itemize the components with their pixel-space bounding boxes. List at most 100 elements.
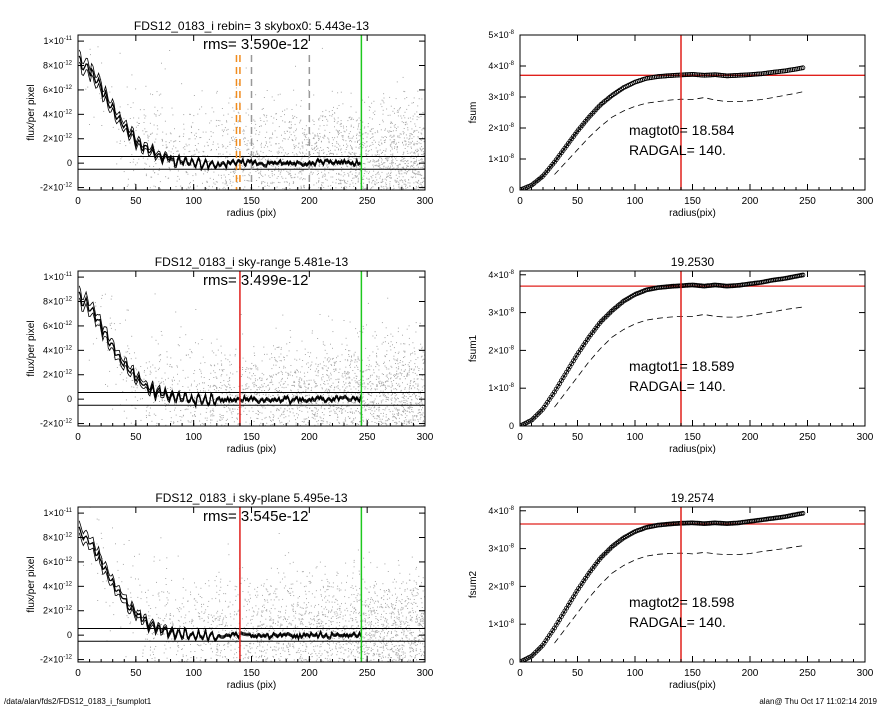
pixel-point xyxy=(352,118,354,120)
pixel-point xyxy=(209,438,210,439)
pixel-point xyxy=(404,351,406,353)
pixel-point xyxy=(365,370,367,372)
pixel-point xyxy=(399,360,401,361)
pixel-point xyxy=(392,230,393,231)
pixel-point xyxy=(218,125,220,126)
pixel-point xyxy=(215,437,216,438)
pixel-point xyxy=(300,171,302,173)
pixel-point xyxy=(262,393,264,395)
pixel-point xyxy=(384,385,386,387)
pixel-point xyxy=(389,360,390,362)
growth-point xyxy=(755,71,761,77)
pixel-point xyxy=(413,161,415,163)
pixel-point xyxy=(300,177,302,179)
pixel-point xyxy=(368,150,370,152)
pixel-point xyxy=(331,385,333,386)
pixel-point xyxy=(367,383,368,385)
pixel-point xyxy=(413,172,415,174)
pixel-point xyxy=(357,386,359,388)
pixel-point xyxy=(336,136,338,138)
pixel-point xyxy=(351,213,352,214)
pixel-point xyxy=(342,125,344,127)
pixel-point xyxy=(226,121,228,123)
pixel-point xyxy=(165,153,167,155)
pixel-point xyxy=(234,396,236,398)
x-tick-label: 50 xyxy=(130,196,142,207)
pixel-point xyxy=(127,104,129,106)
pixel-point xyxy=(395,367,397,369)
pixel-point xyxy=(395,158,397,160)
pixel-point xyxy=(420,184,422,186)
pixel-point xyxy=(422,368,424,370)
pixel-point xyxy=(404,343,406,345)
pixel-point xyxy=(233,129,235,131)
pixel-point xyxy=(302,162,304,164)
pixel-point xyxy=(142,157,144,159)
pixel-point xyxy=(368,409,370,410)
growth-point xyxy=(745,72,751,78)
pixel-point xyxy=(335,392,337,394)
pixel-point xyxy=(145,389,147,391)
pixel-point xyxy=(411,462,412,463)
x-tick-label: 0 xyxy=(517,196,523,207)
pixel-point xyxy=(165,404,167,406)
pixel-point xyxy=(413,97,415,99)
pixel-point xyxy=(391,141,393,143)
pixel-point xyxy=(297,213,298,214)
pixel-point xyxy=(209,218,210,219)
pixel-point xyxy=(374,183,376,185)
growth-point xyxy=(659,73,664,79)
pixel-point xyxy=(245,384,247,386)
pixel-point xyxy=(177,383,179,385)
pixel-point xyxy=(368,193,369,194)
pixel-point xyxy=(386,175,388,177)
pixel-point xyxy=(421,430,422,431)
pixel-point xyxy=(399,430,400,431)
pixel-point xyxy=(167,177,169,179)
pixel-point xyxy=(237,111,239,113)
pixel-point xyxy=(278,165,279,167)
pixel-point xyxy=(378,378,380,380)
pixel-point xyxy=(392,168,394,170)
pixel-point xyxy=(146,417,147,418)
pixel-point xyxy=(314,193,315,194)
pixel-point xyxy=(363,208,364,209)
pixel-point xyxy=(409,212,410,213)
growth-point xyxy=(741,72,747,78)
growth-point xyxy=(686,72,692,77)
pixel-point xyxy=(319,133,321,134)
y-axis-label: fsum xyxy=(468,102,479,124)
pixel-point xyxy=(285,177,287,179)
pixel-point xyxy=(417,149,419,151)
pixel-point xyxy=(376,442,377,443)
pixel-point xyxy=(383,191,384,192)
pixel-point xyxy=(230,389,232,391)
pixel-point xyxy=(354,448,355,449)
pixel-point xyxy=(155,186,156,188)
growth-point xyxy=(733,73,738,78)
pixel-point xyxy=(369,211,370,212)
pixel-point xyxy=(202,191,203,192)
pixel-point xyxy=(414,160,416,162)
pixel-point xyxy=(401,414,403,416)
pixel-point xyxy=(369,171,370,173)
pixel-point xyxy=(401,220,402,221)
pixel-point xyxy=(231,139,233,141)
pixel-point xyxy=(359,330,361,332)
pixel-point xyxy=(317,394,319,396)
pixel-point xyxy=(221,352,222,354)
pixel-point xyxy=(233,171,234,173)
pixel-point xyxy=(414,163,416,164)
pixel-point xyxy=(386,194,387,195)
pixel-point xyxy=(407,127,409,129)
pixel-point xyxy=(375,141,376,143)
pixel-point xyxy=(229,179,231,181)
pixel-point xyxy=(392,413,394,415)
pixel-point xyxy=(168,150,170,152)
pixel-point xyxy=(321,171,323,173)
pixel-point xyxy=(229,387,231,389)
pixel-point xyxy=(253,191,254,192)
pixel-point xyxy=(332,215,333,216)
pixel-point xyxy=(278,366,280,368)
